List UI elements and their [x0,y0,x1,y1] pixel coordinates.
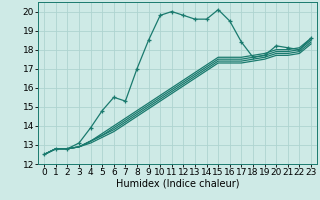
X-axis label: Humidex (Indice chaleur): Humidex (Indice chaleur) [116,179,239,189]
